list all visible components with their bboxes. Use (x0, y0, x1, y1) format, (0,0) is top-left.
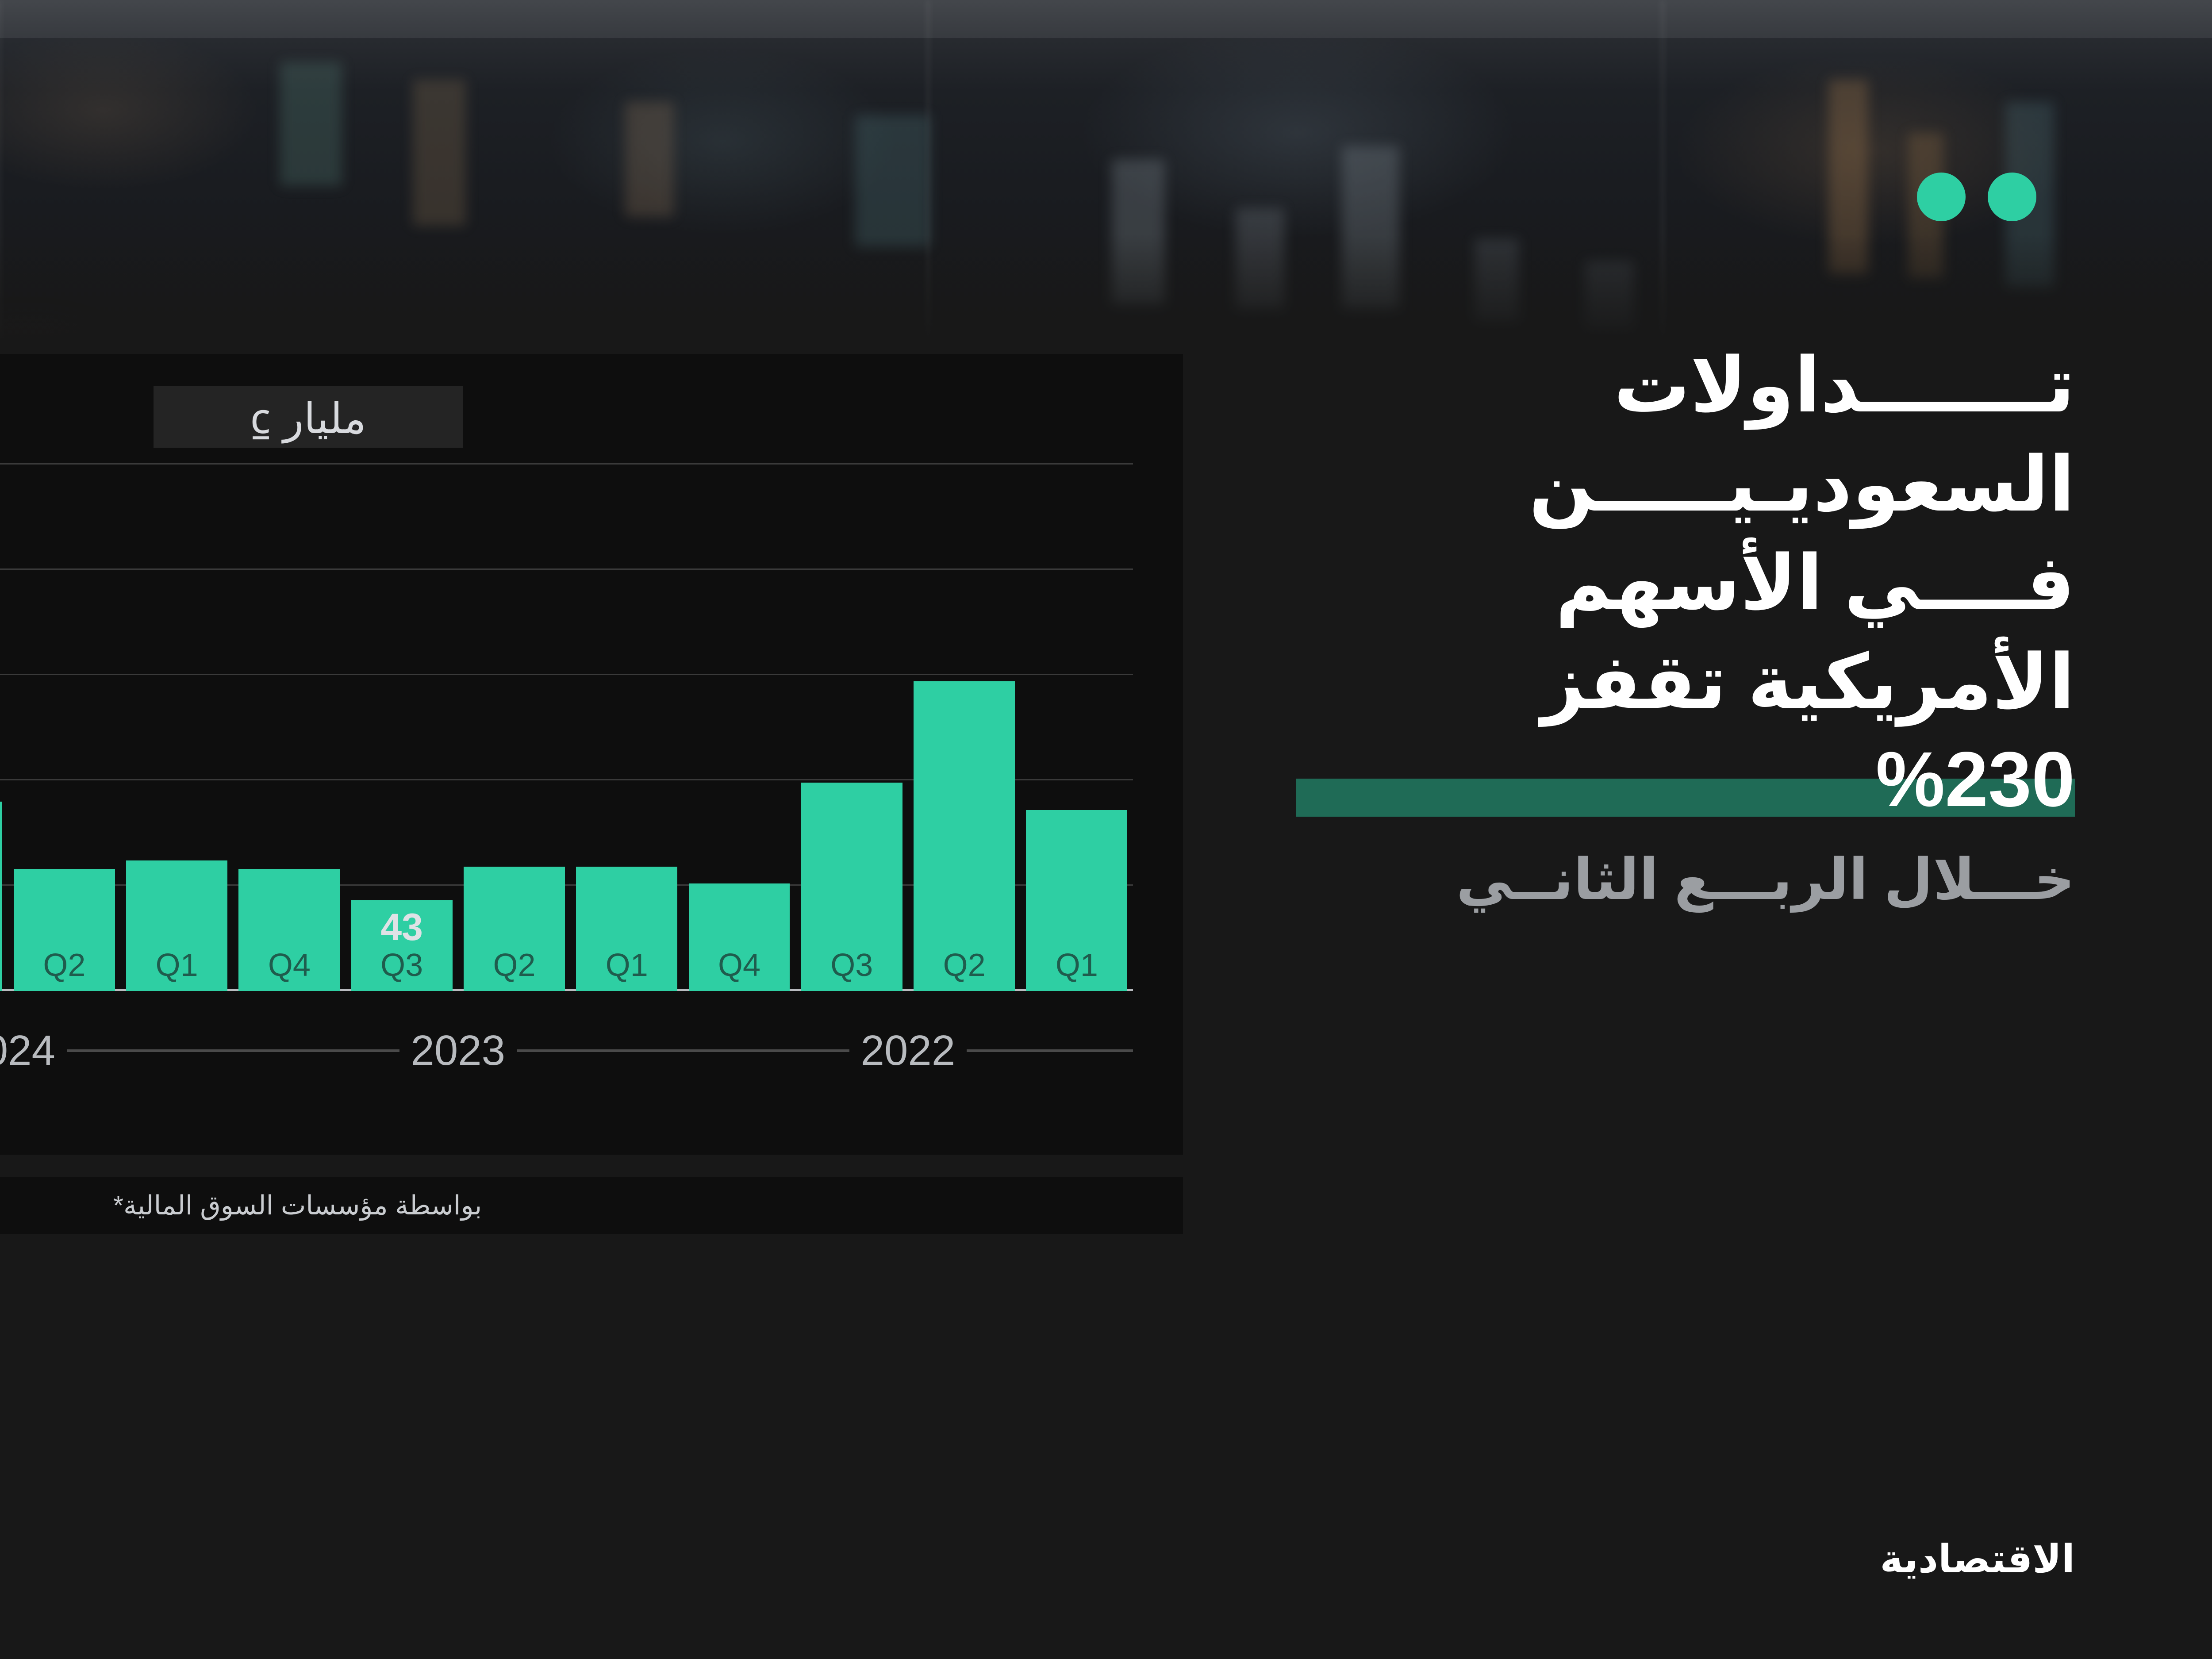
bar[interactable]: Q1 (1026, 810, 1128, 991)
bar-slot[interactable]: 43 Q3 (346, 465, 458, 991)
bar-category-label: Q1 (605, 948, 648, 983)
bar[interactable]: Q2 (914, 681, 1015, 991)
headline-percent-value: %230 (1875, 736, 2075, 823)
headline-percent-wrap: %230 (1296, 737, 2075, 830)
bar-slot[interactable]: Q3 (0, 465, 8, 991)
year-rule (967, 1049, 1133, 1052)
bar[interactable]: 43 Q3 (351, 900, 453, 991)
background-blur-block (625, 102, 674, 217)
background-vertical-light (926, 0, 930, 349)
headline-line-2: السعوديـيـــــن (1528, 442, 2075, 527)
chart-footnote: بواسطة مؤسسات السوق المالية* (0, 1177, 1183, 1234)
decorative-dots (1917, 173, 2036, 221)
year-rule (683, 1049, 849, 1052)
bar-category-label: Q3 (380, 948, 423, 983)
bar-value-label: 43 (380, 906, 423, 949)
bar[interactable]: Q1 (576, 867, 678, 991)
background-top-strip (0, 0, 2212, 38)
year-label: 2023 (411, 1027, 506, 1074)
bar[interactable]: Q2 (13, 868, 115, 991)
bar-category-label: Q3 (830, 948, 873, 983)
background-vertical-light (0, 0, 1, 349)
chart-x-axis-years: 2022202320242025 (0, 1018, 1133, 1084)
background-fade (0, 234, 2212, 349)
chart-plot-area: -50100150200250 Q1Q2Q3Q4Q1Q243Q3Q4Q1Q2Q3… (0, 463, 1133, 991)
publisher-logo: الاقتصادية (1880, 1537, 2075, 1581)
bar-category-label: Q1 (155, 948, 198, 983)
headline-line-4: الأمريكية تقفز (1541, 639, 2075, 725)
background-grid-screen (169, 27, 568, 257)
bar-category-label: Q2 (43, 948, 86, 983)
bar-slot[interactable]: Q1 (571, 465, 683, 991)
teal-dot-icon (1917, 173, 1966, 221)
chart-unit-badge: مليار ⃀ (154, 386, 463, 448)
background-blur-block (280, 62, 342, 186)
bar-category-label: Q1 (1055, 948, 1098, 983)
bar[interactable]: Q4 (238, 868, 340, 991)
year-rule (233, 1049, 399, 1052)
chart-panel: مليار ⃀ -50100150200250 Q1Q2Q3Q4Q1Q243Q3… (0, 354, 1183, 1155)
headline-line-1: تـــــــداولات (1613, 343, 2075, 428)
bar[interactable]: Q3 (0, 801, 3, 991)
headline-column: تـــــــداولات السعوديـيـــــن فــــي ال… (1296, 336, 2075, 914)
chart-bars: Q1Q2Q3Q4Q1Q243Q3Q4Q1Q2Q3Q4Q1193Q2 (0, 465, 1133, 991)
year-rule (517, 1049, 683, 1052)
teal-dot-icon (1988, 173, 2036, 221)
year-group: 2022 (683, 1029, 1133, 1072)
headline-subtitle: خـــلال الربـــع الثانــي (1456, 848, 2075, 912)
bar-slot[interactable]: Q2 (908, 465, 1020, 991)
gridline (0, 779, 1133, 780)
bar[interactable]: Q4 (688, 883, 790, 991)
bar-slot[interactable]: Q1 (120, 465, 233, 991)
headline-percent-highlight (1296, 779, 2075, 817)
bar-category-label: Q2 (493, 948, 536, 983)
bar-slot[interactable]: Q4 (233, 465, 346, 991)
gridline (0, 463, 1133, 465)
year-label: 2022 (860, 1027, 956, 1074)
bar[interactable]: Q1 (126, 860, 228, 991)
gridline (0, 568, 1133, 570)
bar[interactable]: Q2 (464, 867, 565, 991)
bar-slot[interactable]: Q2 (458, 465, 570, 991)
gridline (0, 884, 1133, 886)
gridline (0, 674, 1133, 675)
year-group: 2023 (233, 1029, 683, 1072)
background-photo (0, 0, 2212, 349)
bar-slot[interactable]: Q2 (8, 465, 120, 991)
bar[interactable]: Q3 (801, 782, 902, 991)
bar-slot[interactable]: Q3 (795, 465, 908, 991)
bar-slot[interactable]: Q1 (1021, 465, 1133, 991)
year-rule (66, 1049, 233, 1052)
headline-line-3: فــــي الأسهم (1555, 541, 2075, 626)
bar-category-label: Q4 (718, 948, 761, 983)
year-group: 2024 (0, 1029, 233, 1072)
bar-category-label: Q2 (943, 948, 986, 983)
axis-baseline (0, 989, 1133, 991)
background-vertical-light (1660, 0, 1665, 349)
background-blur-block (413, 80, 466, 226)
bar-slot[interactable]: Q4 (683, 465, 795, 991)
year-label: 2024 (0, 1027, 55, 1074)
bar-category-label: Q4 (268, 948, 311, 983)
background-blur-block (855, 115, 930, 248)
